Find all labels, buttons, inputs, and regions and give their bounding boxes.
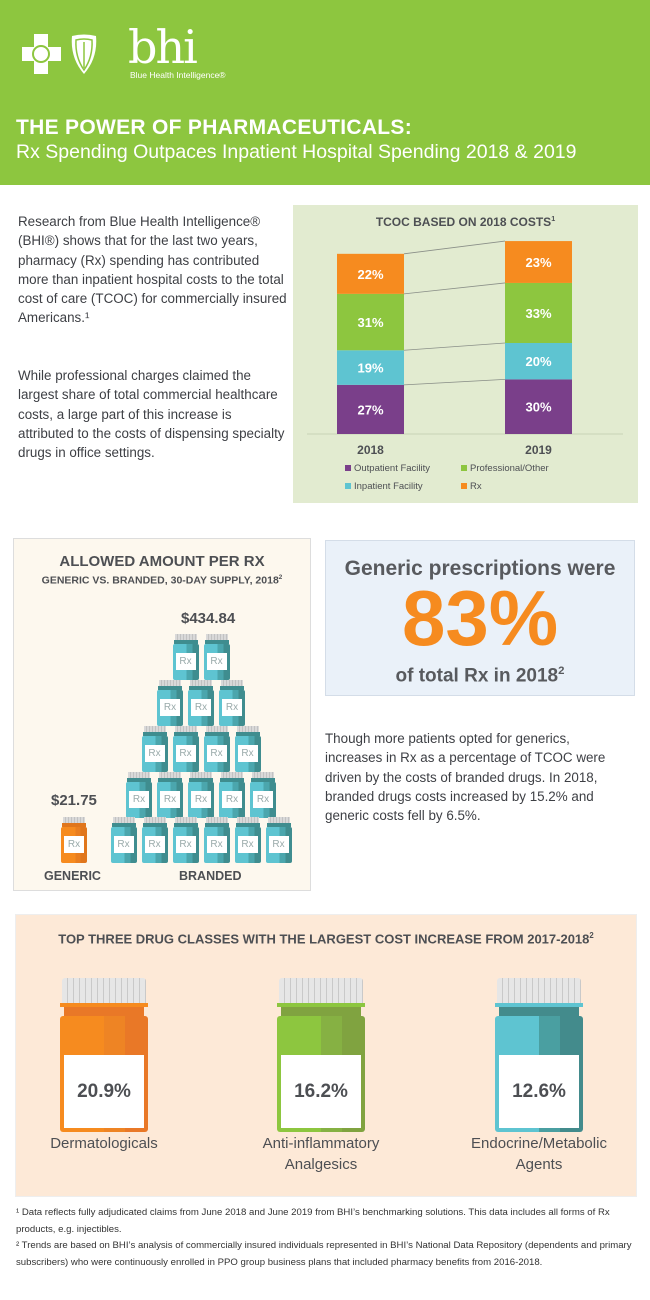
- drug-class-name: Anti-inflammatory Analgesics: [262, 1135, 380, 1173]
- header-banner: bhi Blue Health Intelligence® THE POWER …: [0, 0, 650, 185]
- generic-bottle-icon: Rx: [61, 817, 87, 863]
- legend-swatch: [461, 483, 467, 489]
- generic-paragraph: Though more patients opted for generics,…: [325, 731, 606, 824]
- chart-plot: 27% 19% 31% 22% 2018 30% 20% 33% 23% 2019 Outpatie…: [307, 240, 623, 492]
- legend-label: Outpatient Facility: [354, 463, 430, 474]
- generic-amount: $21.75: [51, 792, 97, 809]
- bar-label: 27%: [357, 402, 383, 417]
- branded-amount: $434.84: [181, 610, 236, 627]
- footnote-2: ² Trends are based on BHI’s analysis of …: [16, 1240, 632, 1268]
- branded-bottle-icon: Rx: [172, 634, 199, 680]
- drug-bottle-icon: 16.2%: [277, 978, 365, 1132]
- intro-paragraph-2: While professional charges claimed the l…: [18, 368, 285, 461]
- branded-bottle-icon: Rx: [203, 634, 230, 680]
- bcbs-logo-icon: [22, 34, 97, 74]
- bar-segment-2018-2: [337, 293, 404, 351]
- allowed-subtitle: GENERIC VS. BRANDED, 30-DAY SUPPLY, 2018…: [41, 574, 283, 587]
- bar-segment-2019-0: [505, 379, 572, 434]
- branded-bottle-icon: Rx: [126, 772, 152, 818]
- bar-label: 19%: [357, 361, 383, 376]
- branded-bottle-icon: Rx: [188, 680, 214, 726]
- branded-bottle-icon: Rx: [157, 680, 183, 726]
- page-subtitle: Rx Spending Outpaces Inpatient Hospital …: [16, 141, 577, 163]
- bar-segment-2018-3: [337, 253, 404, 294]
- tcoc-chart: TCOC BASED ON 2018 COSTS1 27% 19% 31% 22% 20…: [293, 205, 638, 503]
- bhi-logo-subtext: Blue Health Intelligence®: [130, 70, 226, 80]
- branded-bottle-icon: Rx: [250, 772, 276, 818]
- branded-bottle-icon: Rx: [234, 726, 261, 772]
- branded-label: BRANDED: [179, 869, 242, 883]
- branded-bottle-icon: Rx: [265, 817, 292, 863]
- branded-bottle-icon: Rx: [234, 817, 261, 863]
- footnotes: ¹ Data reflects fully adjudicated claims…: [16, 1205, 636, 1271]
- generic-label: GENERIC: [44, 869, 101, 883]
- drug-value: 12.6%: [499, 1055, 579, 1128]
- legend-label: Rx: [470, 481, 482, 492]
- legend-swatch: [461, 465, 467, 471]
- connector-line: [403, 240, 506, 255]
- legend-swatch: [345, 483, 351, 489]
- bar-label: 31%: [357, 315, 383, 330]
- connector-line: [403, 282, 506, 295]
- generic-stat-line1: Generic prescriptions were: [344, 557, 616, 580]
- generic-stat-line2: of total Rx in 20182: [395, 665, 565, 687]
- connector-line: [403, 342, 506, 351]
- branded-bottle-icon: Rx: [157, 772, 183, 818]
- drug-classes-panel: TOP THREE DRUG CLASSES WITH THE LARGEST …: [15, 914, 637, 1197]
- page-title: THE POWER OF PHARMACEUTICALS:: [16, 116, 413, 139]
- chart-title: TCOC BASED ON 2018 COSTS1: [375, 214, 556, 229]
- branded-bottle-icon: Rx: [188, 772, 214, 818]
- bar-segment-2019-2: [505, 282, 572, 343]
- bar-segment-2019-1: [505, 343, 572, 380]
- connector-line: [403, 379, 506, 386]
- x-tick-label: 2019: [525, 443, 552, 457]
- branded-bottle-icon: Rx: [219, 772, 245, 818]
- branded-bottle-icon: Rx: [141, 726, 168, 772]
- branded-bottle-icon: Rx: [172, 817, 199, 863]
- bar-segment-2019-3: [505, 241, 572, 283]
- generic-stat-value: 83%: [401, 574, 559, 662]
- bar-label: 23%: [525, 255, 551, 270]
- generic-stat-panel: Generic prescriptions were 83% of total …: [325, 540, 635, 696]
- legend-label: Inpatient Facility: [354, 481, 423, 492]
- drug-bottle-icon: 20.9%: [60, 978, 148, 1132]
- footnote-1: ¹ Data reflects fully adjudicated claims…: [16, 1207, 610, 1235]
- bhi-logo: bhi: [128, 20, 198, 74]
- x-tick-label: 2018: [357, 443, 384, 457]
- branded-bottle-icon: Rx: [203, 817, 230, 863]
- branded-bottle-icon: Rx: [172, 726, 199, 772]
- branded-bottle-icon: Rx: [141, 817, 168, 863]
- allowed-title: ALLOWED AMOUNT PER RX: [59, 553, 265, 570]
- bar-label: 30%: [525, 400, 551, 415]
- legend-label: Professional/Other: [470, 463, 549, 474]
- bar-label: 22%: [357, 267, 383, 282]
- drug-bottle-icon: 12.6%: [495, 978, 583, 1132]
- allowed-amount-panel: ALLOWED AMOUNT PER RX GENERIC VS. BRANDE…: [13, 538, 311, 891]
- drug-classes-title: TOP THREE DRUG CLASSES WITH THE LARGEST …: [58, 931, 594, 947]
- bar-segment-2018-0: [337, 384, 404, 434]
- bar-label: 20%: [525, 354, 551, 369]
- drug-value: 20.9%: [64, 1055, 144, 1128]
- branded-bottle-icon: Rx: [219, 680, 245, 726]
- legend-swatch: [345, 465, 351, 471]
- branded-bottle-icon: Rx: [203, 726, 230, 772]
- drug-class-name: Dermatologicals: [50, 1135, 158, 1152]
- bar-label: 33%: [525, 306, 551, 321]
- bar-segment-2018-1: [337, 350, 404, 385]
- intro-paragraph-1: Research from Blue Health Intelligence® …: [18, 214, 287, 326]
- drug-class-name: Endocrine/Metabolic Agents: [471, 1135, 607, 1173]
- branded-bottle-icon: Rx: [110, 817, 137, 863]
- drug-value: 16.2%: [281, 1055, 361, 1128]
